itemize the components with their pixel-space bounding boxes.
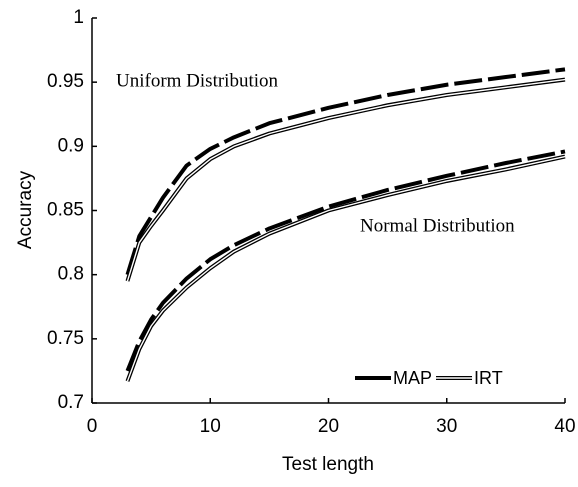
line	[125, 77, 566, 282]
y-axis-label: Accuracy	[15, 170, 36, 249]
line-inner	[126, 78, 566, 282]
x-tick-label: 0	[87, 416, 98, 437]
line	[125, 67, 566, 276]
line-inner	[126, 155, 566, 382]
annotation: Normal Distribution	[360, 215, 515, 236]
legend-label: MAP	[393, 368, 432, 388]
y-tick-label: 0.85	[47, 200, 84, 221]
y-tick-label: 0.95	[47, 71, 84, 92]
x-axis-label: Test length	[282, 454, 374, 475]
x-tick-label: 10	[200, 416, 221, 437]
legend-label: IRT	[474, 368, 503, 388]
x-tick-label: 40	[554, 416, 575, 437]
line	[125, 154, 566, 382]
x-tick-label: 20	[318, 416, 339, 437]
y-tick-label: 1	[73, 7, 84, 28]
annotation: Uniform Distribution	[116, 70, 279, 91]
y-tick-label: 0.7	[58, 392, 84, 413]
y-tick-label: 0.75	[47, 328, 84, 349]
x-tick-label: 30	[436, 416, 457, 437]
line	[125, 149, 566, 372]
y-tick-label: 0.9	[58, 135, 84, 156]
y-tick-label: 0.8	[58, 264, 84, 285]
